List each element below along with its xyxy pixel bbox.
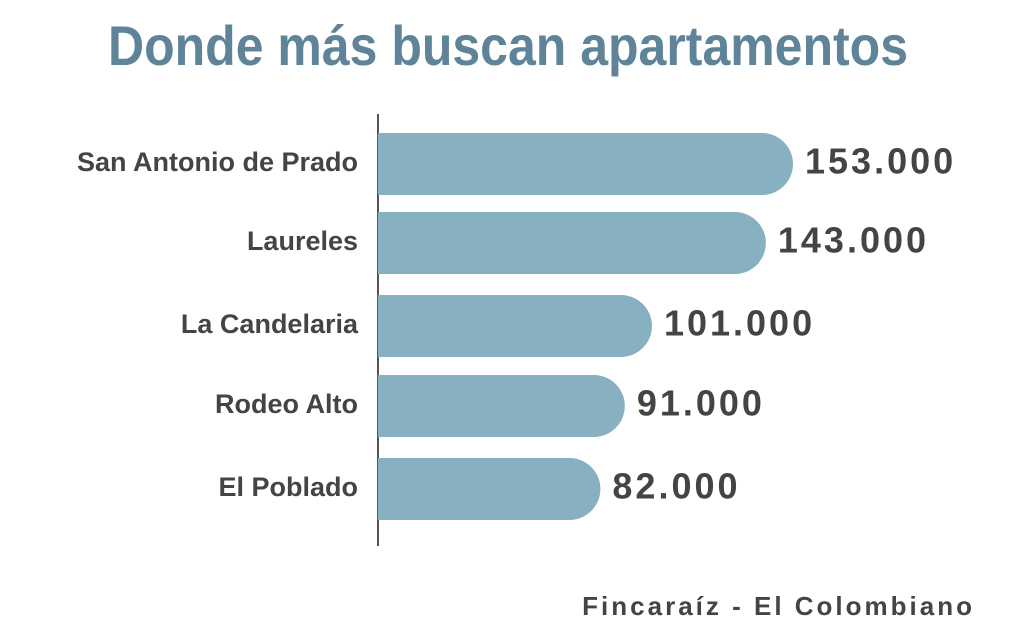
source: Fincaraíz - El Colombiano (582, 591, 975, 621)
bar (378, 212, 766, 274)
y-tick-label: El Poblado (218, 472, 358, 502)
data-label: 82.000 (612, 466, 740, 507)
data-label: 101.000 (664, 303, 815, 344)
y-tick-label: Rodeo Alto (215, 389, 358, 419)
chart-title: Donde más buscan apartamentos (108, 14, 908, 77)
bar (378, 295, 652, 357)
data-label: 91.000 (637, 383, 765, 424)
bar (378, 375, 625, 437)
data-label: 143.000 (778, 220, 929, 261)
y-tick-label: San Antonio de Prado (77, 147, 358, 177)
bar (378, 458, 601, 520)
bar (378, 133, 793, 195)
data-label: 153.000 (805, 141, 956, 182)
y-tick-label: Laureles (247, 226, 358, 256)
y-tick-label: La Candelaria (181, 309, 359, 339)
